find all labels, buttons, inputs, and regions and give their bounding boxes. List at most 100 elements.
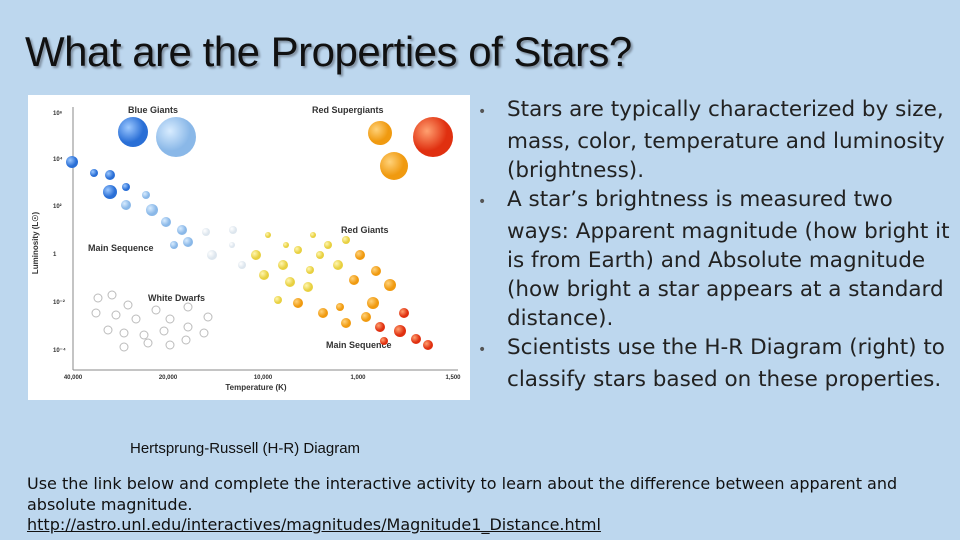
star — [118, 117, 148, 147]
star — [413, 117, 453, 157]
white-dwarf — [183, 322, 193, 332]
star — [121, 200, 131, 210]
star — [259, 270, 269, 280]
region-label: Blue Giants — [128, 105, 178, 115]
star — [318, 308, 328, 318]
star — [229, 242, 235, 248]
figure-caption: Hertsprung-Russell (H-R) Diagram — [130, 440, 361, 457]
instructions: Use the link below and complete the inte… — [27, 474, 898, 514]
y-tick-label: 10⁴ — [53, 157, 63, 163]
white-dwarf — [139, 330, 149, 340]
star — [207, 250, 217, 260]
hr-diagram: Blue Giants Red Supergiants Red Giants M… — [28, 95, 470, 400]
star — [423, 340, 433, 350]
star — [146, 204, 158, 216]
white-dwarf — [183, 302, 193, 312]
star — [394, 325, 406, 337]
star — [380, 152, 408, 180]
star — [341, 318, 351, 328]
star — [349, 275, 359, 285]
star — [306, 266, 314, 274]
y-tick-label: 10² — [53, 203, 62, 210]
white-dwarf — [159, 326, 169, 336]
star — [156, 117, 196, 157]
star — [380, 337, 388, 345]
white-dwarf — [165, 340, 175, 350]
star — [161, 217, 171, 227]
star — [294, 246, 302, 254]
star — [316, 251, 324, 259]
x-tick-label: 1,000 — [350, 375, 366, 381]
star — [324, 241, 332, 249]
y-axis-label: Luminosity (L☉) — [31, 212, 40, 275]
star — [170, 241, 178, 249]
star — [336, 303, 344, 311]
x-tick-label: 40,000 — [64, 375, 83, 381]
star — [274, 296, 282, 304]
star — [103, 185, 117, 199]
region-label: Red Giants — [341, 225, 389, 235]
star — [411, 334, 421, 344]
star — [122, 183, 130, 191]
bullet: Scientists use the H-R Diagram (right) t… — [478, 333, 956, 394]
bullet: Stars are typically characterized by siz… — [478, 95, 956, 185]
region-label: Main Sequence — [326, 340, 392, 350]
white-dwarf — [93, 293, 103, 303]
star — [399, 308, 409, 318]
star — [229, 226, 237, 234]
star — [142, 191, 150, 199]
star — [105, 170, 115, 180]
star — [368, 121, 392, 145]
activity-link[interactable]: http://astro.unl.edu/interactives/magnit… — [27, 515, 601, 534]
region-label: Main Sequence — [88, 243, 154, 253]
bullet-list: Stars are typically characterized by siz… — [478, 95, 956, 394]
star — [303, 282, 313, 292]
white-dwarf — [181, 335, 191, 345]
white-dwarf — [103, 325, 113, 335]
star — [90, 169, 98, 177]
star — [342, 236, 350, 244]
y-tick-label: 1 — [53, 252, 57, 258]
white-dwarf — [111, 310, 121, 320]
slide-title: What are the Properties of Stars? — [25, 28, 632, 75]
star — [310, 232, 316, 238]
white-dwarf — [165, 314, 175, 324]
white-dwarf — [119, 342, 129, 352]
star — [285, 277, 295, 287]
star — [238, 261, 246, 269]
white-dwarf — [119, 328, 129, 338]
y-tick-label: 10⁶ — [53, 111, 63, 117]
star — [66, 156, 78, 168]
x-axis-label: Temperature (K) — [225, 383, 287, 392]
star — [251, 250, 261, 260]
y-tick-label: 10⁻² — [53, 299, 65, 306]
star — [375, 322, 385, 332]
star — [202, 228, 210, 236]
star — [283, 242, 289, 248]
star — [333, 260, 343, 270]
star — [278, 260, 288, 270]
white-dwarf — [131, 314, 141, 324]
white-dwarf — [91, 308, 101, 318]
white-dwarf — [151, 305, 161, 315]
star — [293, 298, 303, 308]
white-dwarf — [107, 290, 117, 300]
bullet: A star’s brightness is measured two ways… — [478, 185, 956, 333]
white-dwarf — [199, 328, 209, 338]
y-tick-label: 10⁻⁴ — [53, 348, 66, 354]
star — [183, 237, 193, 247]
white-dwarf — [123, 300, 133, 310]
star — [265, 232, 271, 238]
x-tick-label: 1,500 — [445, 375, 461, 381]
x-tick-label: 10,000 — [254, 375, 273, 381]
star — [367, 297, 379, 309]
star — [355, 250, 365, 260]
region-label: Red Supergiants — [312, 105, 384, 115]
star — [177, 225, 187, 235]
star — [361, 312, 371, 322]
region-label: White Dwarfs — [148, 293, 205, 303]
star — [371, 266, 381, 276]
star — [384, 279, 396, 291]
white-dwarf — [203, 312, 213, 322]
